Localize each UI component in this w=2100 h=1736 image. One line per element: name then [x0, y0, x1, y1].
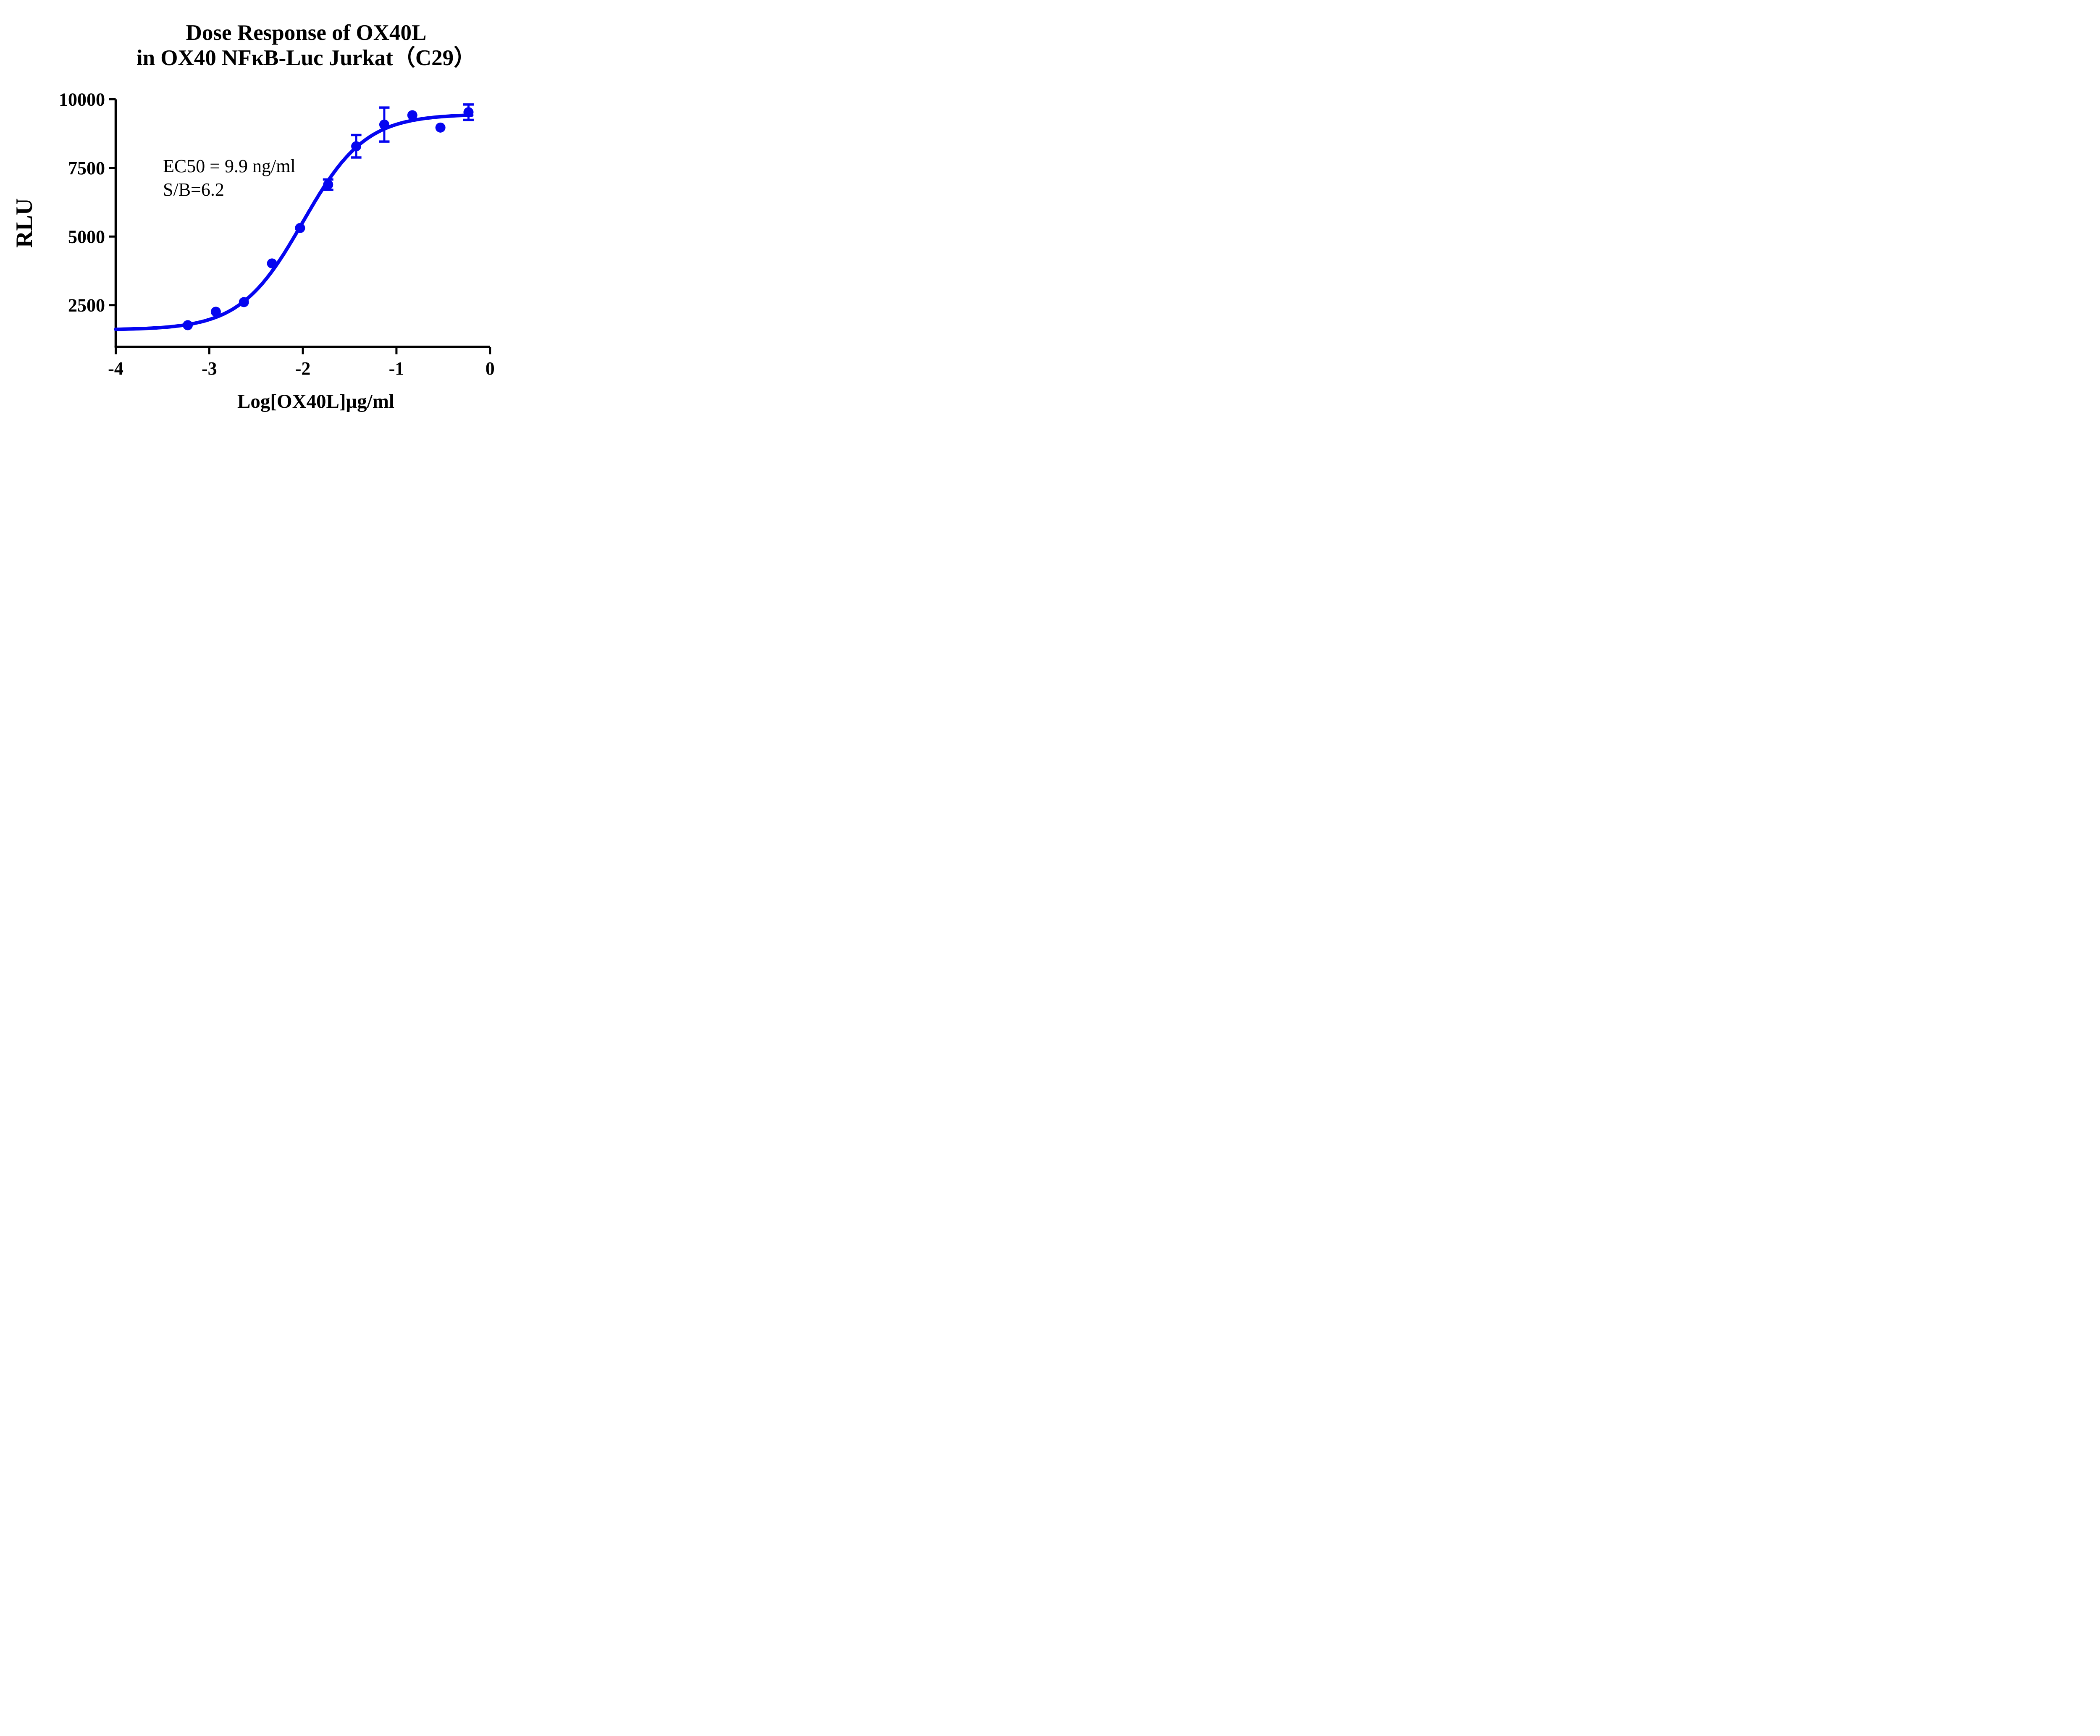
x-tick-label: -4 [108, 358, 123, 379]
chart-title-line1: Dose Response of OX40L [186, 21, 427, 45]
data-point [183, 320, 193, 330]
y-tick-label: 2500 [68, 295, 105, 316]
data-point [239, 297, 249, 307]
data-point [379, 119, 389, 130]
fit-curve [114, 113, 474, 331]
y-tick-label: 10000 [59, 89, 105, 110]
data-point [463, 107, 474, 118]
data-points [183, 107, 474, 330]
y-axis-label: RLU [11, 198, 37, 248]
signal-background-annotation: S/B=6.2 [163, 179, 224, 200]
data-point [295, 223, 305, 233]
data-point [407, 110, 417, 121]
data-point [267, 258, 277, 269]
data-point [351, 141, 362, 152]
x-tick-label: -1 [389, 358, 404, 379]
x-axis-label: Log[OX40L]μg/ml [237, 391, 394, 412]
x-axis-ticks: -4 -3 -2 -1 0 [108, 347, 495, 379]
x-tick-label: -3 [202, 358, 217, 379]
data-point [210, 307, 221, 317]
data-point [323, 179, 333, 190]
y-tick-label: 7500 [68, 158, 105, 178]
data-point [435, 122, 446, 133]
y-axis-ticks: 2500 5000 7500 10000 [59, 89, 116, 316]
x-tick-label: -2 [295, 358, 311, 379]
ec50-annotation: EC50 = 9.9 ng/ml [163, 156, 296, 176]
chart-title-line2: in OX40 NFκB-Luc Jurkat（C29） [136, 45, 476, 70]
dose-response-chart: Dose Response of OX40L in OX40 NFκB-Luc … [11, 21, 495, 412]
y-tick-label: 5000 [68, 226, 105, 247]
x-tick-label: 0 [486, 358, 495, 379]
dose-response-figure: Dose Response of OX40L in OX40 NFκB-Luc … [0, 0, 549, 434]
